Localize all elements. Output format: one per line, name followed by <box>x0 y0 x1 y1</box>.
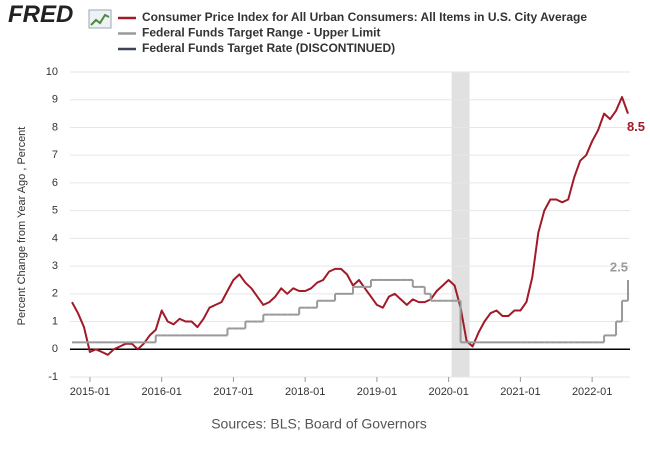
legend-label: Federal Funds Target Rate (DISCONTINUED) <box>142 41 395 55</box>
y-tick-label: 9 <box>52 94 58 106</box>
y-tick-label: -1 <box>48 371 58 383</box>
y-tick-label: 6 <box>52 177 58 189</box>
y-tick-label: 5 <box>52 205 58 217</box>
x-tick-label: 2018-01 <box>285 386 325 398</box>
x-tick-label: 2017-01 <box>213 386 253 398</box>
legend-label: Federal Funds Target Range - Upper Limit <box>142 26 380 40</box>
logo-icon <box>88 9 112 29</box>
series-line <box>71 96 629 356</box>
source: Sources: BLS; Board of Governors <box>211 416 427 432</box>
x-tick-label: 2019-01 <box>357 386 397 398</box>
legend-label: Consumer Price Index for All Urban Consu… <box>142 10 587 24</box>
y-tick-label: 4 <box>52 232 58 244</box>
y-tick-label: 0 <box>52 343 58 355</box>
x-tick-label: 2022-01 <box>572 386 612 398</box>
x-tick-label: 2021-01 <box>500 386 540 398</box>
y-tick-label: 7 <box>52 149 58 161</box>
y-tick-label: 10 <box>46 66 58 78</box>
end-label: 2.5 <box>610 259 628 274</box>
y-tick-label: 3 <box>52 260 58 272</box>
y-tick-label: 8 <box>52 121 58 133</box>
plot-area <box>70 72 630 377</box>
y-tick-label: 1 <box>52 315 58 327</box>
end-label: 8.5 <box>627 119 645 134</box>
step-riser <box>154 279 629 343</box>
x-tick-label: 2015-01 <box>70 386 110 398</box>
logo: FRED <box>8 1 73 28</box>
x-tick-label: 2016-01 <box>141 386 181 398</box>
y-axis-label: Percent Change from Year Ago , Percent <box>16 127 28 326</box>
x-tick-label: 2020-01 <box>428 386 468 398</box>
y-tick-label: 2 <box>52 288 58 300</box>
